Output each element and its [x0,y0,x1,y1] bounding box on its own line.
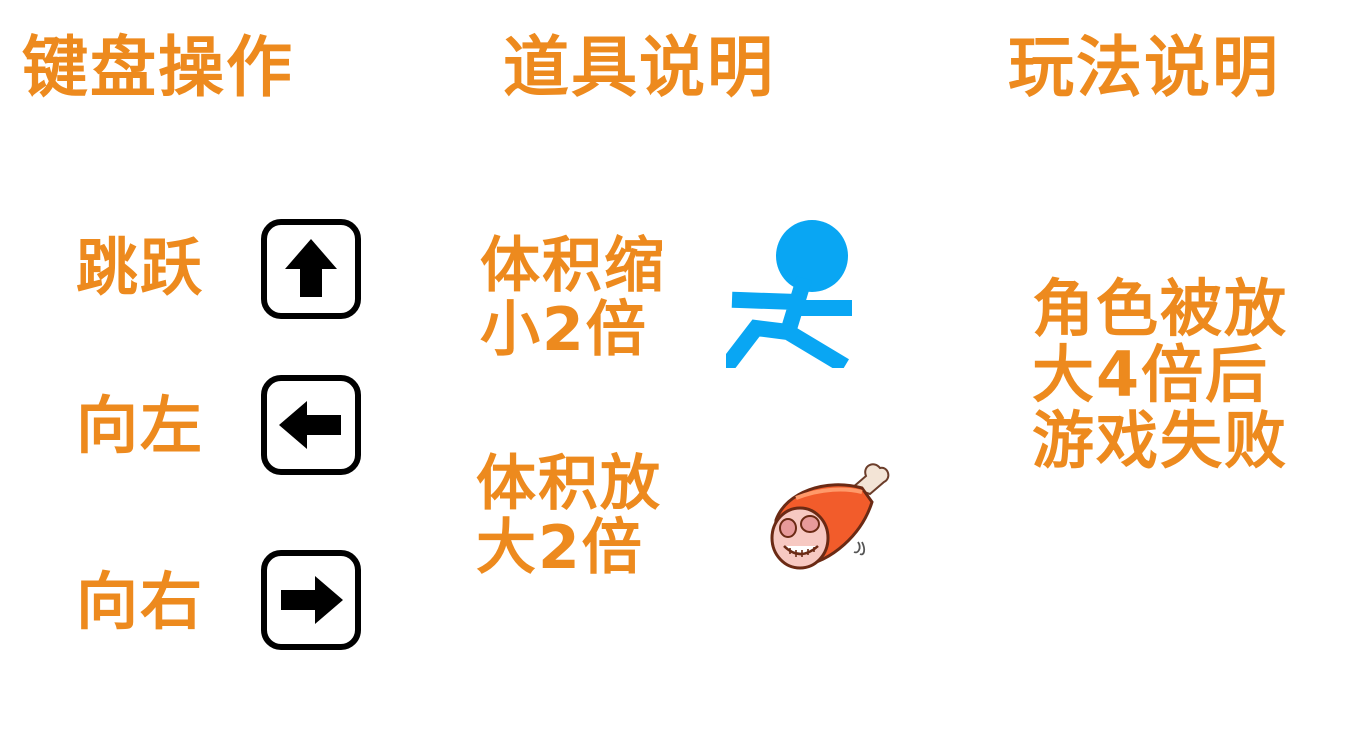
arrow-up-key-icon [261,219,361,319]
move-right-label: 向右 [76,565,205,638]
ham-leg-meat-icon [770,463,890,570]
grow-item-line2: 大2倍 [476,513,644,583]
blue-stickman-runner-icon [726,220,852,368]
jump-label: 跳跃 [76,231,205,304]
gameplay-rules-text: 角色被放 大4倍后 游戏失败 [1032,276,1288,474]
move-left-label: 向左 [76,389,205,462]
arrow-right-key-icon [261,550,361,650]
gameplay-rules-heading: 玩法说明 [1008,29,1280,106]
rules-line1: 角色被放 [1032,272,1289,345]
grow-item-description: 体积放 大2倍 [476,452,662,580]
rules-line3: 游戏失败 [1032,404,1289,477]
rules-line2: 大4倍后 [1032,338,1270,411]
shrink-item-description: 体积缩 小2倍 [480,234,666,362]
item-description-heading: 道具说明 [503,29,775,106]
shrink-item-line2: 小2倍 [480,295,648,365]
keyboard-controls-heading: 键盘操作 [22,29,294,106]
shrink-item-line1: 体积缩 [480,231,666,301]
arrow-left-key-icon [261,375,361,475]
grow-item-line1: 体积放 [476,449,662,519]
